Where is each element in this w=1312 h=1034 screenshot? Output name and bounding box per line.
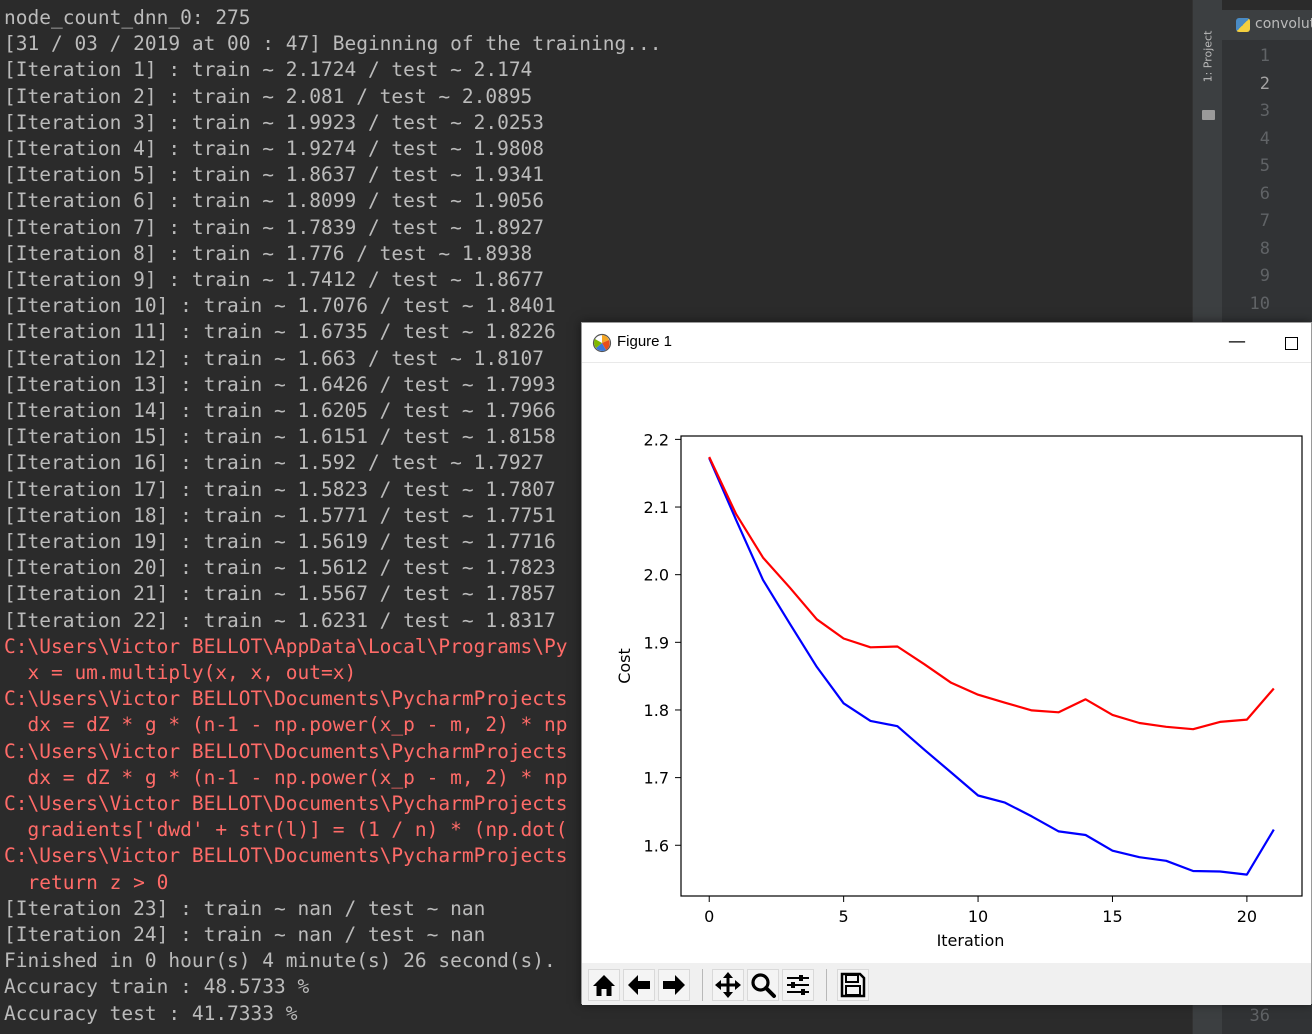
home-icon	[593, 975, 615, 996]
line-number: 5	[1259, 156, 1270, 176]
console-line: Accuracy test : 41.7333 %	[4, 1001, 298, 1025]
console-error-line: C:\Users\Victor BELLOT\Documents\Pycharm…	[4, 687, 568, 711]
line-number: 7	[1259, 211, 1270, 231]
figure-toolbar	[582, 963, 1311, 1005]
line-number: 36	[1249, 1006, 1270, 1026]
move-icon	[715, 972, 741, 998]
configure-subplots-button[interactable]	[782, 969, 814, 1001]
project-tab-label: 1: Project	[1201, 30, 1215, 83]
x-axis-label: Iteration	[937, 931, 1005, 950]
console-line: [Iteration 23] : train ~ nan / test ~ na…	[4, 896, 486, 920]
line-number: 6	[1259, 183, 1270, 204]
line-number: 8	[1259, 238, 1270, 259]
x-tick-label: 15	[1102, 907, 1122, 926]
console-line: Finished in 0 hour(s) 4 minute(s) 26 sec…	[4, 949, 556, 973]
console-line: [Iteration 21] : train ~ 1.5567 / test ~…	[4, 582, 556, 606]
line-number: 1	[1259, 46, 1270, 66]
console-line: [Iteration 8] : train ~ 1.776 / test ~ 1…	[4, 241, 533, 265]
toolbar-separator	[826, 969, 827, 1001]
line-number: 3	[1259, 101, 1270, 121]
y-tick-label: 2.1	[644, 498, 669, 517]
console-line: [Iteration 1] : train ~ 2.1724 / test ~ …	[4, 58, 533, 82]
back-button[interactable]	[623, 969, 655, 1001]
series-line-0	[708, 457, 1275, 876]
home-button[interactable]	[588, 969, 620, 1001]
x-tick-label: 10	[968, 907, 988, 926]
y-tick-label: 1.8	[644, 701, 669, 720]
console-line: [Iteration 11] : train ~ 1.6735 / test ~…	[4, 320, 556, 344]
toolbar-separator	[702, 969, 703, 1001]
y-tick-label: 1.7	[644, 769, 669, 788]
maximize-button[interactable]	[1277, 329, 1305, 357]
console-error-line: C:\Users\Victor BELLOT\Documents\Pycharm…	[4, 792, 568, 815]
console-error-line: C:\Users\Victor BELLOT\AppData\Local\Pro…	[4, 634, 568, 658]
y-tick-label: 2.2	[644, 430, 669, 449]
console-error-line: return z > 0	[4, 870, 169, 894]
console-error-line: C:\Users\Victor BELLOT\Documents\Pycharm…	[4, 844, 568, 868]
plot-area	[681, 436, 1302, 896]
python-file-icon	[1236, 18, 1250, 32]
figure-title: Figure 1	[617, 333, 673, 350]
console-error-line: dx = dZ * g * (n-1 - np.power(x_p - m, 2…	[4, 713, 568, 737]
console-line: [Iteration 13] : train ~ 1.6426 / test ~…	[4, 372, 556, 396]
pan-button[interactable]	[712, 969, 744, 1001]
console-line: node_count_dnn_0: 275	[4, 6, 251, 29]
arrow-right-icon	[663, 975, 685, 995]
y-axis-label: Cost	[615, 648, 634, 684]
cost-chart[interactable]: 0 5 10 15 20 1.6 1.7 1.8 1.9 2.0 2.1 2.2 Iteration Co…	[582, 364, 1311, 963]
console-line: [Iteration 18] : train ~ 1.5771 / test ~…	[4, 503, 556, 527]
console-line: Accuracy train : 48.5733 %	[4, 975, 310, 999]
arrow-left-icon	[628, 975, 650, 995]
series-line-1	[708, 456, 1275, 731]
console-line: [Iteration 20] : train ~ 1.5612 / test ~…	[4, 556, 556, 580]
save-icon	[840, 972, 866, 998]
console-line: [Iteration 12] : train ~ 1.663 / test ~ …	[4, 346, 545, 370]
editor-tab-label: convolut	[1255, 16, 1312, 32]
project-tool-tab[interactable]: 1: Project	[1196, 22, 1220, 120]
line-number: 9	[1259, 266, 1270, 286]
console-line: [Iteration 9] : train ~ 1.7412 / test ~ …	[4, 268, 545, 291]
y-tick-label: 2.0	[644, 566, 669, 585]
line-number: 2	[1259, 73, 1270, 94]
zoom-icon	[751, 973, 776, 998]
console-line: [Iteration 19] : train ~ 1.5619 / test ~…	[4, 530, 556, 553]
console-line: [Iteration 14] : train ~ 1.6205 / test ~…	[4, 399, 556, 422]
console-line: [Iteration 6] : train ~ 1.8099 / test ~ …	[4, 189, 545, 213]
console-line: [Iteration 22] : train ~ 1.6231 / test ~…	[4, 608, 556, 632]
x-tick-label: 0	[704, 907, 714, 926]
line-number: 10	[1249, 293, 1270, 314]
console-line: [Iteration 15] : train ~ 1.6151 / test ~…	[4, 425, 556, 449]
folder-icon	[1202, 110, 1215, 120]
console-error-line: gradients['dwd' + str(l)] = (1 / n) * (n…	[4, 818, 568, 842]
console-line: [Iteration 5] : train ~ 1.8637 / test ~ …	[4, 163, 545, 187]
x-tick-label: 20	[1237, 907, 1257, 926]
maximize-icon	[1285, 337, 1298, 350]
console-line: [31 / 03 / 2019 at 00 : 47] Beginning of…	[4, 32, 662, 56]
console-line: [Iteration 3] : train ~ 1.9923 / test ~ …	[4, 110, 545, 134]
y-tick-label: 1.9	[644, 633, 669, 652]
console-error-line: x = um.multiply(x, x, out=x)	[4, 661, 357, 684]
console-error-line: dx = dZ * g * (n-1 - np.power(x_p - m, 2…	[4, 765, 568, 789]
console-line: [Iteration 24] : train ~ nan / test ~ na…	[4, 923, 486, 946]
console-line: [Iteration 10] : train ~ 1.7076 / test ~…	[4, 294, 556, 318]
console-error-line: C:\Users\Victor BELLOT\Documents\Pycharm…	[4, 739, 568, 763]
save-button[interactable]	[837, 969, 869, 1001]
console-line: [Iteration 17] : train ~ 1.5823 / test ~…	[4, 477, 556, 501]
y-tick-label: 1.6	[644, 836, 669, 855]
matplotlib-icon	[592, 333, 612, 353]
console-line: [Iteration 7] : train ~ 1.7839 / test ~ …	[4, 215, 545, 239]
figure-window: Figure 1 — 0 5 10 15 20 1.6 1.7 1.8 1.9 2.0 2.1 2.2…	[581, 322, 1312, 1005]
zoom-button[interactable]	[747, 969, 779, 1001]
console-line: [Iteration 4] : train ~ 1.9274 / test ~ …	[4, 137, 545, 160]
console-line: [Iteration 16] : train ~ 1.592 / test ~ …	[4, 451, 545, 475]
x-tick-label: 5	[839, 907, 849, 926]
figure-titlebar[interactable]: Figure 1 —	[582, 323, 1311, 363]
sliders-icon	[787, 975, 809, 995]
editor-tab[interactable]: convolut	[1222, 10, 1312, 40]
plot-frame	[680, 435, 1303, 897]
console-line: [Iteration 2] : train ~ 2.081 / test ~ 2…	[4, 84, 533, 108]
minimize-button[interactable]: —	[1228, 331, 1246, 352]
line-number: 4	[1259, 128, 1270, 149]
forward-button[interactable]	[658, 969, 690, 1001]
